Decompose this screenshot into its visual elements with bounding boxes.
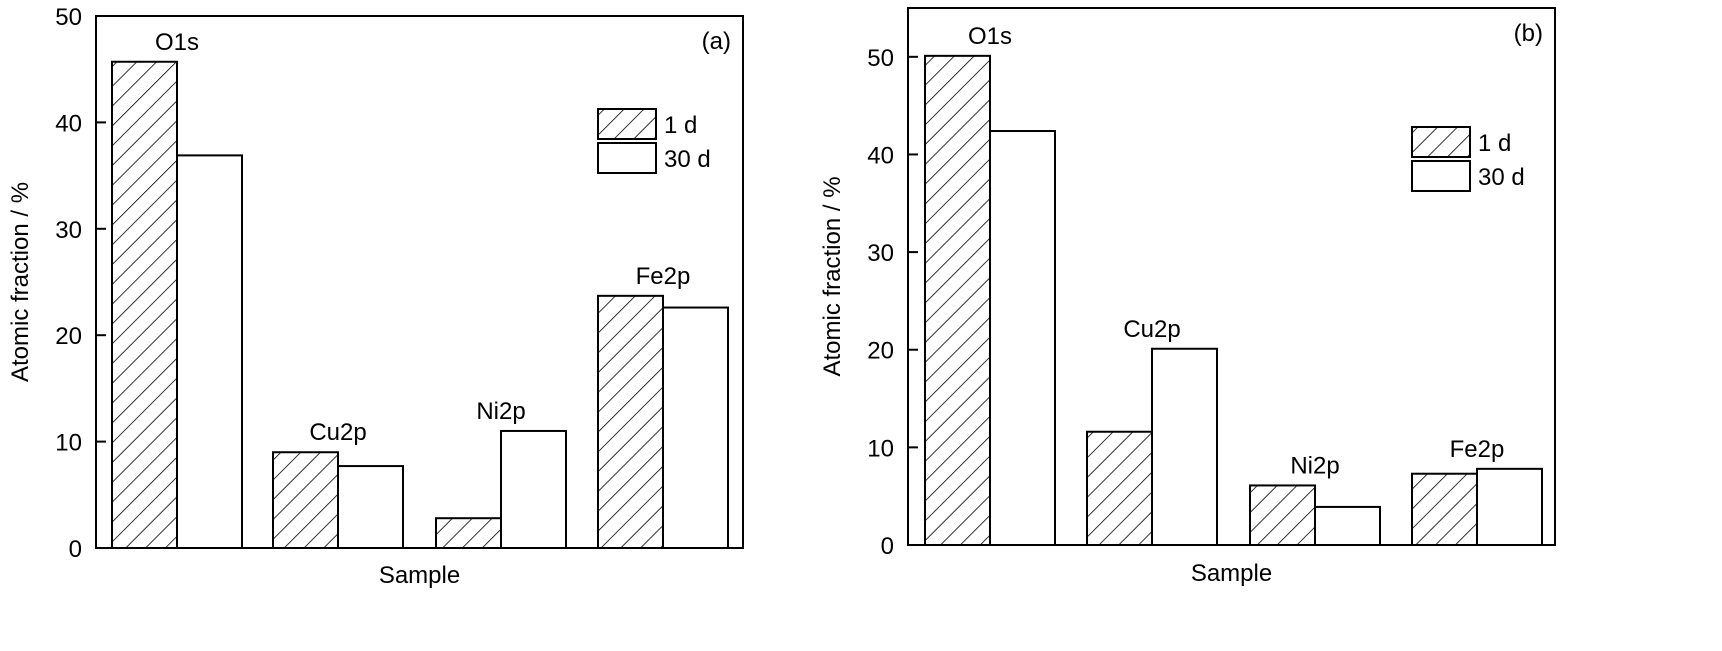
legend-label: 30 d xyxy=(664,146,711,173)
category-label: O1s xyxy=(968,23,1012,50)
y-axis-label: Atomic fraction / % xyxy=(819,176,846,376)
category-label: O1s xyxy=(155,29,199,56)
bar-cu2p-1d xyxy=(272,451,339,549)
bar-cu2p-1d xyxy=(1086,430,1153,546)
y-tick-label: 0 xyxy=(881,533,894,560)
category-label: Ni2p xyxy=(476,398,525,425)
legend-swatch xyxy=(597,142,657,174)
y-tick-label: 40 xyxy=(867,142,894,169)
legend-swatch xyxy=(1411,126,1471,158)
y-tick-label: 40 xyxy=(55,110,82,137)
category-label: Ni2p xyxy=(1290,452,1339,479)
bar-o1s-1d xyxy=(111,60,178,549)
y-tick-label: 0 xyxy=(69,536,82,563)
plot-frame xyxy=(907,7,1556,546)
y-tick-label: 50 xyxy=(55,4,82,31)
bar-cu2p-30d xyxy=(1151,347,1218,546)
panel-label: (a) xyxy=(702,28,731,55)
y-tick-label: 10 xyxy=(55,430,82,457)
legend-swatch xyxy=(597,108,657,140)
bar-ni2p-30d xyxy=(500,429,567,549)
y-tick-label: 30 xyxy=(55,217,82,244)
bar-o1s-30d xyxy=(176,154,243,549)
category-label: Cu2p xyxy=(1123,316,1180,343)
category-label: Fe2p xyxy=(636,263,691,290)
bar-ni2p-1d xyxy=(1249,484,1316,546)
bar-ni2p-1d xyxy=(435,517,502,550)
chart-panel-a: O1s Cu2p Ni2p Fe2p 0 10 20 30 40 50 Sample Atomic f… xyxy=(7,4,744,589)
bar-cu2p-30d xyxy=(337,465,404,549)
y-tick-label: 10 xyxy=(867,435,894,462)
bar-fe2p-1d xyxy=(1411,472,1478,547)
y-tick-label: 20 xyxy=(55,323,82,350)
y-tick-label: 30 xyxy=(867,240,894,267)
legend-label: 1 d xyxy=(1478,130,1511,157)
x-axis-label: Sample xyxy=(379,562,460,589)
legend-label: 1 d xyxy=(664,112,697,139)
bar-o1s-30d xyxy=(989,130,1056,546)
bar-fe2p-1d xyxy=(597,294,664,549)
bar-fe2p-30d xyxy=(1476,467,1543,546)
category-label: Cu2p xyxy=(309,419,366,446)
plot-frame xyxy=(95,15,744,549)
bar-fe2p-30d xyxy=(662,306,729,550)
bar-ni2p-30d xyxy=(1314,505,1381,546)
y-axis-label: Atomic fraction / % xyxy=(7,182,34,382)
bar-o1s-1d xyxy=(924,54,991,546)
legend-swatch xyxy=(1411,160,1471,192)
x-axis-label: Sample xyxy=(1191,560,1272,587)
y-tick-label: 20 xyxy=(867,338,894,365)
category-label: Fe2p xyxy=(1450,436,1505,463)
legend-label: 30 d xyxy=(1478,164,1525,191)
panel-label: (b) xyxy=(1514,20,1543,47)
y-tick-label: 50 xyxy=(867,45,894,72)
chart-panel-b: O1s Cu2p Ni2p Fe2p 0 10 20 30 40 50 Sample Atomic f… xyxy=(819,7,1556,587)
